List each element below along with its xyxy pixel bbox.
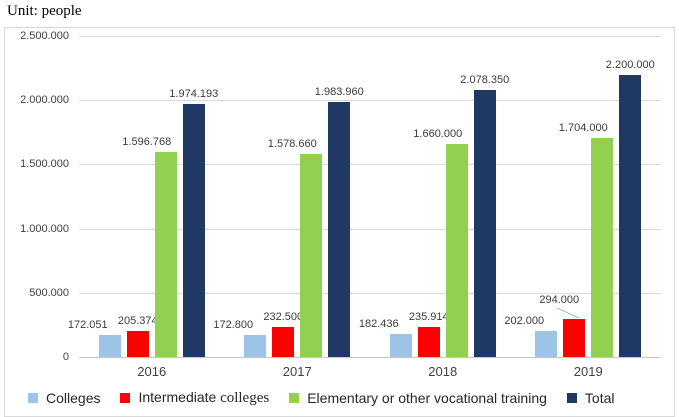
data-label: 205.374 (117, 314, 158, 327)
bar-total-2019 (619, 74, 642, 357)
bar-elementary-2019 (591, 138, 614, 357)
bar-colleges-2018 (389, 333, 412, 357)
data-label: 294.000 (539, 294, 580, 307)
legend-item-intermediate: Intermediate colleges (120, 389, 269, 407)
data-label: 2.200.000 (605, 58, 655, 71)
bar-colleges-2019 (535, 331, 558, 357)
legend-label-serif-part: colleges (216, 390, 270, 406)
legend: Colleges Intermediate colleges Elementary … (5, 386, 674, 410)
bar-intermediate-2019 (563, 319, 586, 357)
data-label: 1.974.193 (169, 87, 219, 100)
data-label: 235.914 (408, 310, 449, 323)
y-tick-label: 2.000.000 (20, 94, 69, 107)
bar-colleges-2016 (98, 334, 121, 357)
legend-marker-icon (566, 393, 577, 403)
legend-item-colleges: Colleges (28, 390, 100, 406)
bar-total-2017 (328, 102, 351, 357)
data-label: 1.578.660 (267, 138, 317, 151)
legend-marker-icon (120, 393, 131, 403)
bar-colleges-2017 (244, 334, 267, 357)
data-label: 172.051 (67, 318, 108, 331)
data-label: 1.983.960 (314, 86, 364, 99)
legend-item-total: Total (566, 390, 615, 406)
data-label: 1.704.000 (558, 122, 608, 135)
chart-container: 0 500.000 1.000.000 1.500.000 2.000.000 2.500… (4, 27, 675, 417)
unit-label: Unit: people (7, 3, 82, 19)
data-label: 182.436 (358, 317, 399, 330)
bar-total-2018 (473, 90, 496, 357)
bar-elementary-2017 (300, 154, 323, 357)
legend-item-elementary: Elementary or other vocational training (289, 390, 547, 406)
x-tick-label-2017: 2017 (282, 364, 312, 379)
x-tick-label-2016: 2016 (137, 364, 167, 379)
data-label: 202.000 (504, 315, 545, 328)
label-leader-line (557, 308, 580, 319)
legend-label: Intermediate colleges (138, 389, 270, 406)
bar-elementary-2018 (445, 143, 468, 357)
y-tick-label: 500.000 (29, 286, 69, 299)
x-tick-label-2019: 2019 (573, 364, 603, 379)
bar-elementary-2016 (154, 151, 177, 357)
data-label: 1.596.768 (122, 135, 172, 148)
data-label: 172.800 (213, 318, 254, 331)
legend-marker-icon (28, 393, 38, 403)
data-label: 2.078.350 (460, 74, 510, 87)
data-label: 1.660.000 (413, 127, 463, 140)
gridline (79, 292, 661, 294)
gridline (79, 357, 661, 358)
bar-total-2016 (182, 103, 205, 357)
bar-intermediate-2017 (272, 327, 295, 357)
data-label: 232.500 (263, 311, 304, 324)
gridline (79, 228, 661, 230)
y-tick-label: 0 (62, 351, 69, 363)
y-tick-label: 2.500.000 (20, 30, 69, 42)
legend-label: Total (584, 390, 615, 406)
y-tick-label: 1.000.000 (20, 222, 69, 235)
legend-label: Colleges (46, 390, 101, 406)
gridline (79, 36, 661, 37)
legend-marker-icon (289, 393, 300, 403)
bar-intermediate-2018 (417, 326, 440, 357)
y-tick-label: 1.500.000 (20, 158, 69, 171)
x-tick-label-2018: 2018 (428, 364, 458, 379)
gridline (79, 164, 661, 166)
bar-intermediate-2016 (126, 330, 149, 357)
legend-label: Elementary or other vocational training (307, 390, 547, 406)
gridline (79, 100, 661, 102)
